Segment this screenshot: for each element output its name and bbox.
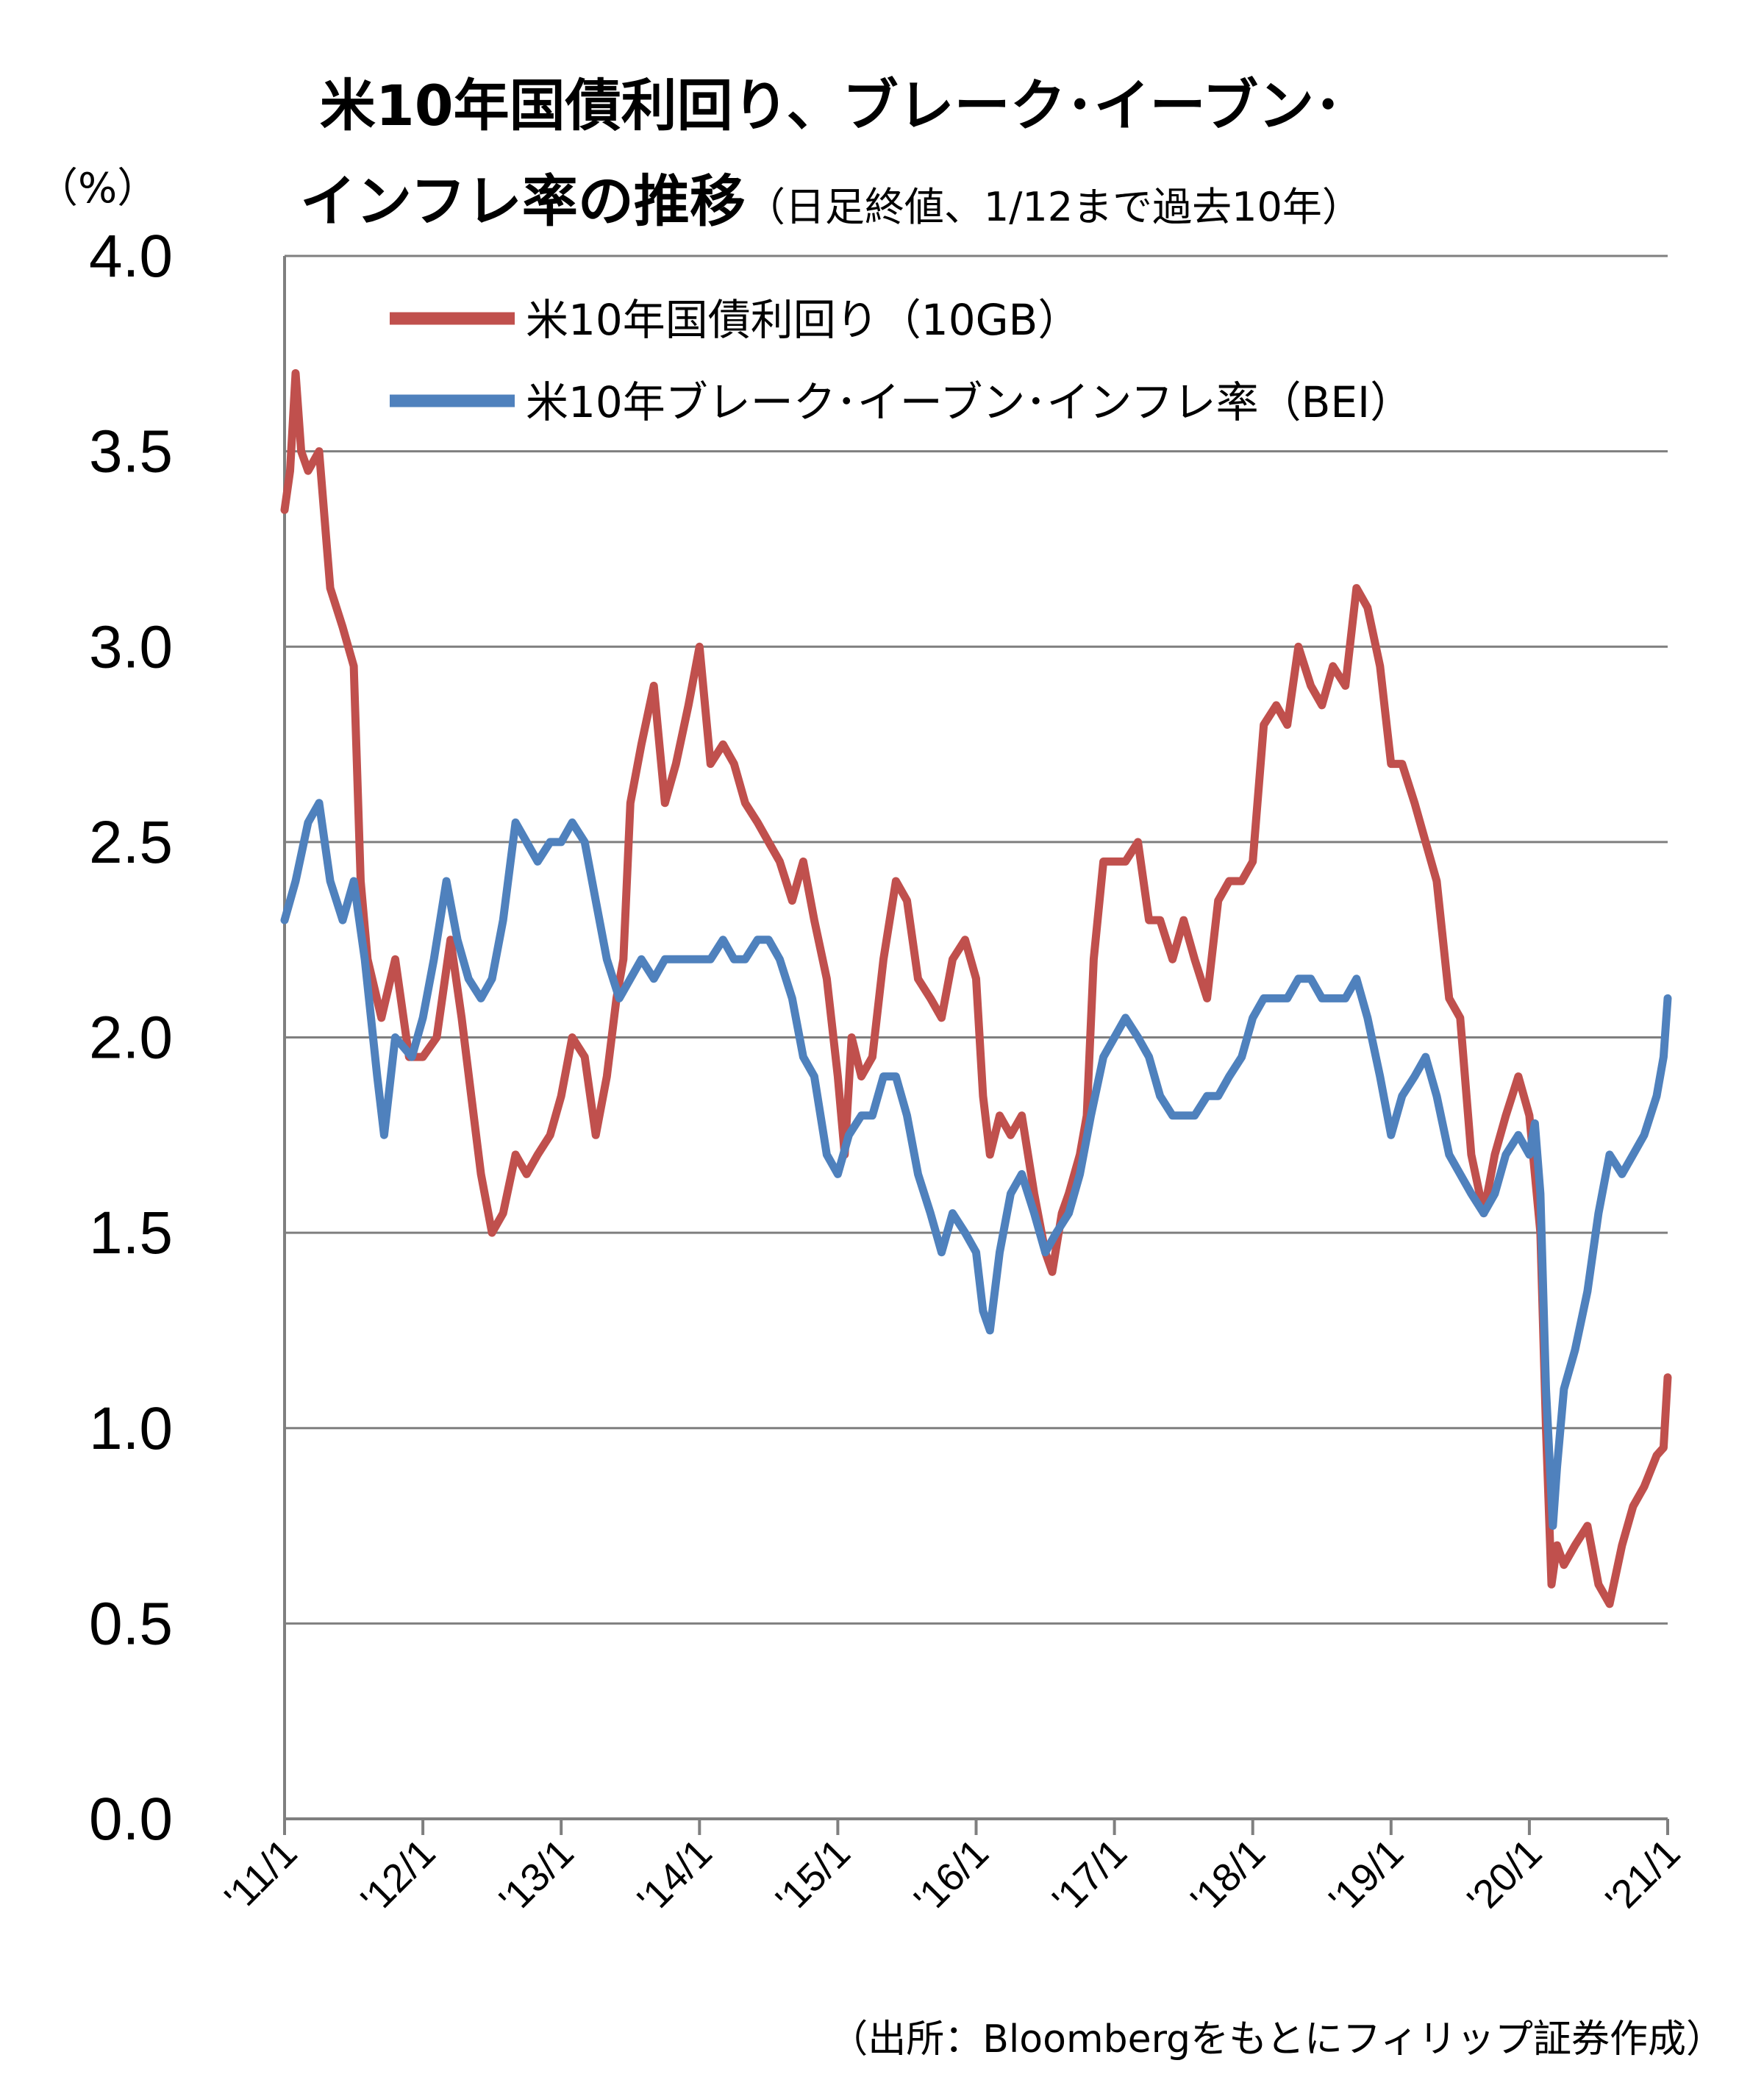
y-tick-label: 0.0 xyxy=(89,1786,173,1853)
chart-title-line2: インフレ率の推移 xyxy=(300,168,746,234)
y-axis-unit-label: （%） xyxy=(37,165,158,213)
source-note: （出所：Bloombergをもとにフィリップ証券作成） xyxy=(829,2017,1724,2062)
y-tick-label: 3.5 xyxy=(89,418,173,485)
y-tick-labels: 0.0 0.5 1.0 1.5 2.0 2.5 3.0 3.5 4.0 xyxy=(89,223,173,1853)
series-line-bei xyxy=(280,799,1672,1531)
series-line-10gb xyxy=(280,368,1672,1608)
series-lines xyxy=(280,368,1672,1608)
y-tick-label: 0.5 xyxy=(89,1590,173,1657)
chart-title-line2-group: インフレ率の推移（日足終値、1/12まで過去10年） xyxy=(300,168,1362,234)
legend-label-bei: 米10年ブレーク･イーブン･インフレ率（BEI） xyxy=(526,377,1413,427)
y-tick-label: 1.0 xyxy=(89,1395,173,1462)
y-tick-label: 2.0 xyxy=(89,1005,173,1072)
legend-label-10gb: 米10年国債利回り（10GB） xyxy=(526,295,1080,345)
legend: 米10年国債利回り（10GB） 米10年ブレーク･イーブン･インフレ率（BEI） xyxy=(390,295,1413,427)
chart-subtitle: （日足終値、1/12まで過去10年） xyxy=(746,184,1362,230)
y-tick-label: 4.0 xyxy=(89,223,173,290)
y-tick-label: 1.5 xyxy=(89,1200,173,1266)
chart-title-line1: 米10年国債利回り、ブレーク･イーブン･ xyxy=(320,73,1342,138)
y-tick-label: 2.5 xyxy=(89,809,173,876)
y-tick-label: 3.0 xyxy=(89,613,173,680)
